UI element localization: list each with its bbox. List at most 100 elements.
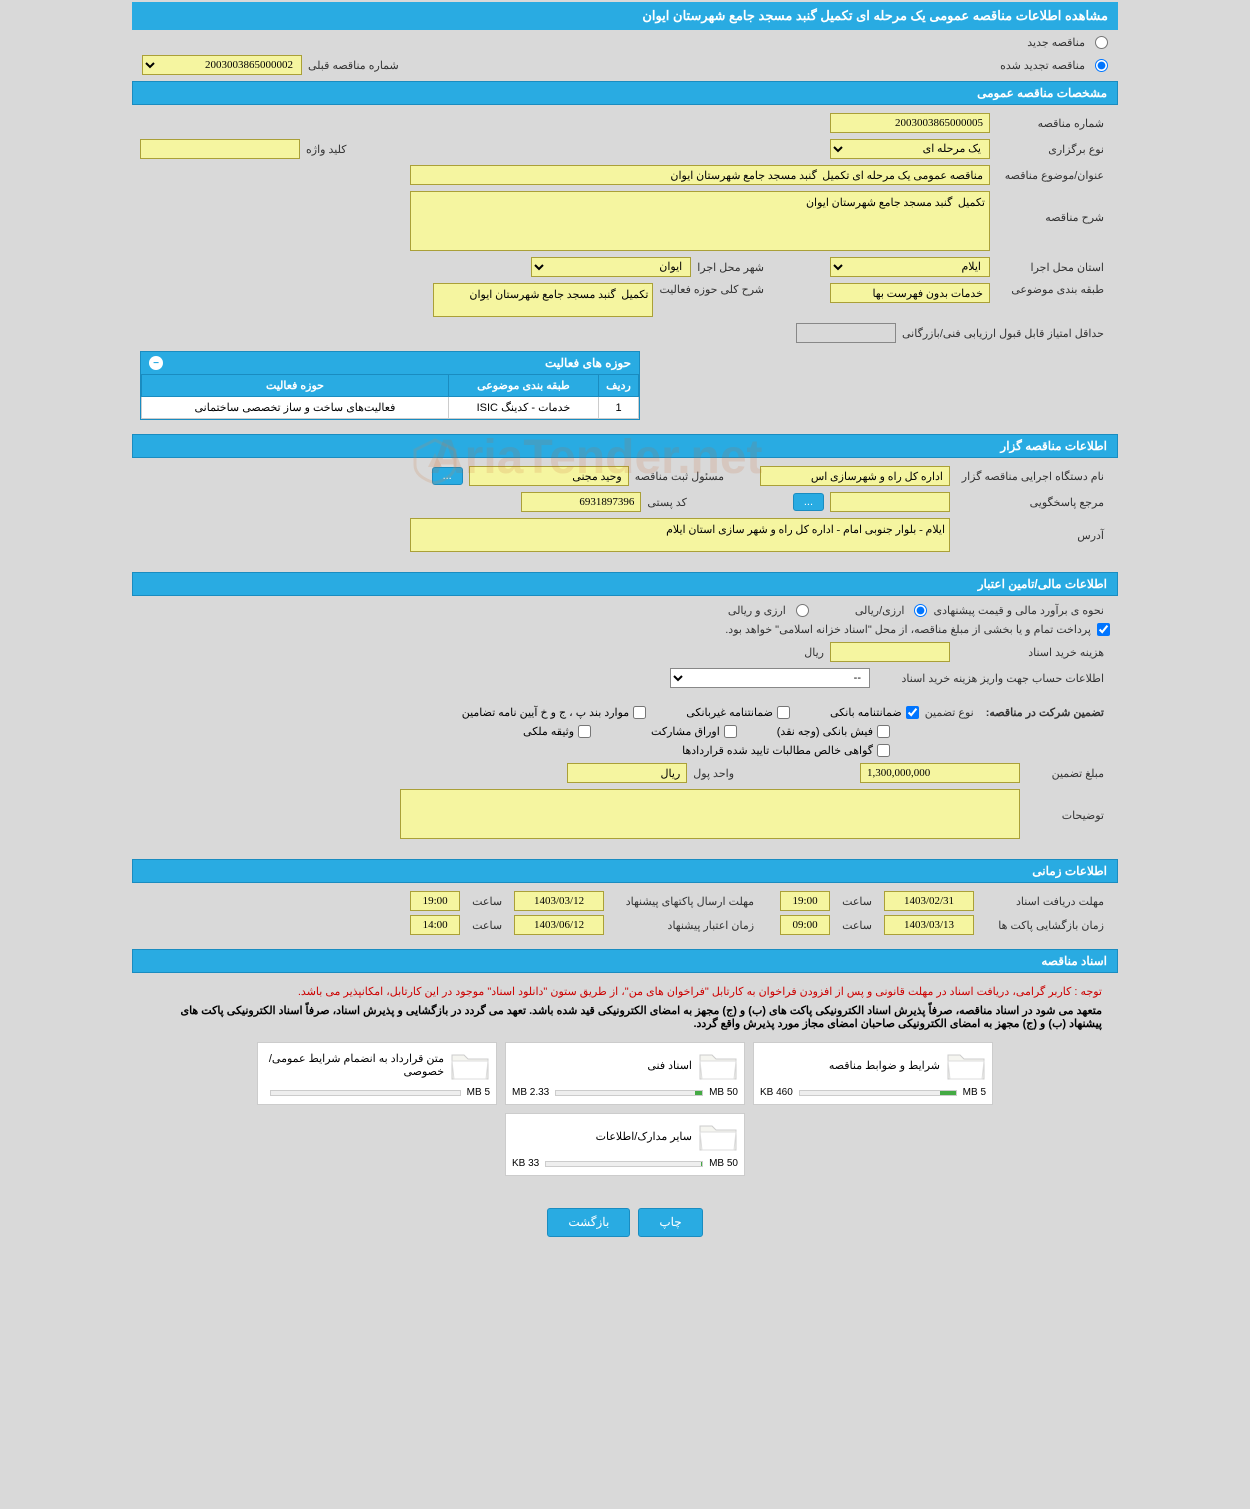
- cb-bank-label: ضمانتنامه بانکی: [830, 706, 902, 719]
- reg-officer-input[interactable]: [469, 466, 629, 486]
- radio-renewed-label: مناقصه تجدید شده: [994, 59, 1091, 72]
- activity-panel-title: حوزه های فعالیت: [545, 356, 631, 370]
- radio-rial-label: ارزی/ریالی: [849, 604, 911, 617]
- reg-officer-label: مسئول ثبت مناقصه: [629, 470, 730, 483]
- doc-title: متن قرارداد به انضمام شرایط عمومی/خصوصی: [264, 1052, 444, 1078]
- doc-size: 33 KB: [512, 1158, 539, 1169]
- col-classification: طبقه بندی موضوعی: [448, 375, 598, 397]
- province-label: استان محل اجرا: [990, 261, 1110, 274]
- classification-input[interactable]: [830, 283, 990, 303]
- address-textarea[interactable]: ایلام - بلوار جنوبی امام - اداره کل راه …: [410, 518, 950, 552]
- response-ref-input[interactable]: [830, 492, 950, 512]
- doc-card[interactable]: اسناد فنی 50 MB 2.33 MB: [505, 1042, 745, 1105]
- radio-foreign[interactable]: [796, 604, 809, 617]
- doc-card[interactable]: شرایط و ضوابط مناقصه 5 MB 460 KB: [753, 1042, 993, 1105]
- open-time[interactable]: [780, 915, 830, 935]
- submit-time[interactable]: [410, 891, 460, 911]
- doc-note-2: متعهد می شود در اسناد مناقصه، صرفاً پذیر…: [140, 1002, 1110, 1032]
- cb-bonds-label: اوراق مشارکت: [651, 725, 720, 738]
- address-label: آدرس: [950, 529, 1110, 542]
- time-word-3: ساعت: [836, 919, 878, 932]
- page-title: مشاهده اطلاعات مناقصه عمومی یک مرحله ای …: [132, 2, 1118, 30]
- doc-card[interactable]: متن قرارداد به انضمام شرایط عمومی/خصوصی …: [257, 1042, 497, 1105]
- keyword-input[interactable]: [140, 139, 300, 159]
- classification-label: طبقه بندی موضوعی: [990, 283, 1110, 296]
- section-timing-header: اطلاعات زمانی: [132, 859, 1118, 883]
- activities-table: ردیف طبقه بندی موضوعی حوزه فعالیت 1 خدما…: [141, 374, 639, 419]
- number-label: شماره مناقصه: [990, 117, 1110, 130]
- section-documents-header: اسناد مناقصه: [132, 949, 1118, 973]
- currency-input[interactable]: [567, 763, 687, 783]
- cb-nonbank[interactable]: [777, 706, 790, 719]
- subject-label: عنوان/موضوع مناقصه: [990, 169, 1110, 182]
- receive-date[interactable]: [884, 891, 974, 911]
- notes-textarea[interactable]: [400, 789, 1020, 839]
- minimize-icon[interactable]: −: [149, 356, 163, 370]
- response-ref-label: مرجع پاسخگویی: [950, 496, 1110, 509]
- submit-date[interactable]: [514, 891, 604, 911]
- receive-deadline-label: مهلت دریافت اسناد: [980, 895, 1110, 908]
- account-select[interactable]: --: [670, 668, 870, 688]
- min-score-input[interactable]: [796, 323, 896, 343]
- number-input[interactable]: [830, 113, 990, 133]
- radio-rial[interactable]: [914, 604, 927, 617]
- account-label: اطلاعات حساب جهت واریز هزینه خرید اسناد: [870, 672, 1110, 685]
- radio-renewed-tender[interactable]: [1095, 59, 1108, 72]
- folder-icon: [698, 1120, 738, 1152]
- type-label: نوع برگزاری: [990, 143, 1110, 156]
- cb-cases[interactable]: [633, 706, 646, 719]
- subject-input[interactable]: [410, 165, 990, 185]
- section-general-header: مشخصات مناقصه عمومی: [132, 81, 1118, 105]
- back-button[interactable]: بازگشت: [547, 1208, 630, 1237]
- cb-deed[interactable]: [578, 725, 591, 738]
- activity-summary-textarea[interactable]: تکمیل گنبد مسجد جامع شهرستان ایوان: [433, 283, 653, 317]
- min-score-label: حداقل امتیاز قابل قبول ارزیابی فنی/بازرگ…: [896, 327, 1110, 340]
- cb-receivables-label: گواهی خالص مطالبات تایید شده قراردادها: [682, 744, 873, 757]
- section-financial-header: اطلاعات مالی/تامین اعتبار: [132, 572, 1118, 596]
- submit-deadline-label: مهلت ارسال پاکتهای پیشنهاد: [610, 895, 760, 908]
- type-select[interactable]: یک مرحله ای: [830, 139, 990, 159]
- doc-card[interactable]: سایر مدارک/اطلاعات 50 MB 33 KB: [505, 1113, 745, 1176]
- time-word-1: ساعت: [836, 895, 878, 908]
- validity-date[interactable]: [514, 915, 604, 935]
- doc-cost-input[interactable]: [830, 642, 950, 662]
- doc-cost-unit: ریال: [798, 646, 830, 659]
- response-ref-more-button[interactable]: ...: [793, 493, 824, 511]
- city-select[interactable]: ایوان: [531, 257, 691, 277]
- receive-time[interactable]: [780, 891, 830, 911]
- desc-textarea[interactable]: تکمیل گنبد مسجد جامع شهرستان ایوان: [410, 191, 990, 251]
- prev-number-select[interactable]: 2003003865000002: [142, 55, 302, 75]
- open-date[interactable]: [884, 915, 974, 935]
- print-button[interactable]: چاپ: [638, 1208, 702, 1237]
- estimate-label: نحوه ی برآورد مالی و قیمت پیشنهادی: [927, 604, 1110, 617]
- doc-progress: [270, 1090, 461, 1096]
- exec-input[interactable]: [760, 466, 950, 486]
- amount-input[interactable]: [860, 763, 1020, 783]
- cb-cash[interactable]: [877, 725, 890, 738]
- open-label: زمان بازگشایی پاکت ها: [980, 919, 1110, 932]
- col-field: حوزه فعالیت: [142, 375, 449, 397]
- doc-progress: [545, 1161, 703, 1167]
- treasury-checkbox[interactable]: [1097, 623, 1110, 636]
- doc-size: 2.33 MB: [512, 1087, 549, 1098]
- desc-label: شرح مناقصه: [990, 191, 1110, 224]
- postal-label: کد پستی: [641, 496, 692, 509]
- folder-icon: [698, 1049, 738, 1081]
- validity-time[interactable]: [410, 915, 460, 935]
- cb-bonds[interactable]: [724, 725, 737, 738]
- doc-title: اسناد فنی: [512, 1059, 692, 1072]
- treasury-note: پرداخت تمام و یا بخشی از مبلغ مناقصه، از…: [719, 623, 1097, 636]
- radio-new-tender[interactable]: [1095, 36, 1108, 49]
- cb-bank[interactable]: [906, 706, 919, 719]
- province-select[interactable]: ایلام: [830, 257, 990, 277]
- doc-max: 5 MB: [963, 1087, 986, 1098]
- doc-title: سایر مدارک/اطلاعات: [512, 1130, 692, 1143]
- doc-progress: [555, 1090, 703, 1096]
- cb-deed-label: وثیقه ملکی: [523, 725, 574, 738]
- currency-label: واحد پول: [687, 767, 740, 780]
- city-label: شهر محل اجرا: [691, 261, 770, 274]
- section-organizer-header: اطلاعات مناقصه گزار: [132, 434, 1118, 458]
- postal-input[interactable]: [521, 492, 641, 512]
- guarantee-type-label: نوع تضمین: [919, 706, 980, 719]
- cb-receivables[interactable]: [877, 744, 890, 757]
